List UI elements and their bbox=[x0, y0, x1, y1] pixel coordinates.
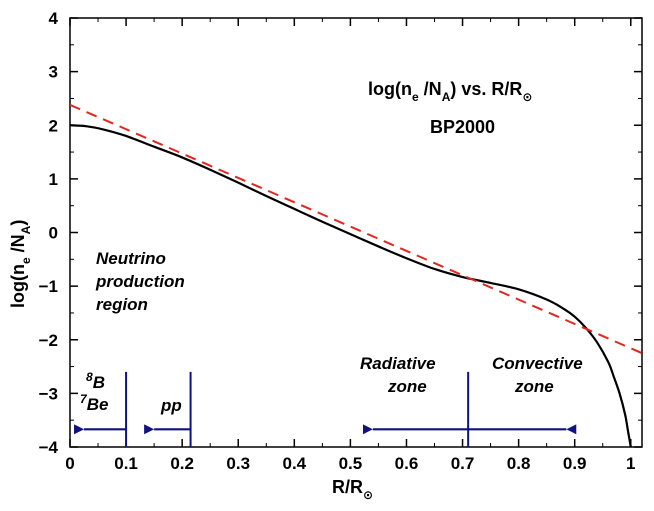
series-group bbox=[70, 103, 642, 447]
x-axis-ticks: 0 0.1 0.2 0.3 0.4 0.5 0.6 0.7 0.8 0.9 1 bbox=[65, 18, 636, 473]
x-tick-label: 0.8 bbox=[507, 454, 531, 473]
radiative-label-line2: zone bbox=[387, 377, 427, 396]
convective-label-line1: Convective bbox=[492, 354, 583, 373]
density-curve bbox=[70, 124, 632, 447]
y-axis-ticks: −4 −3 −2 −1 0 1 2 3 4 bbox=[39, 9, 642, 457]
y-tick-label: −4 bbox=[39, 438, 59, 457]
convective-label-line2: zone bbox=[514, 377, 554, 396]
x-tick-label: 0.3 bbox=[226, 454, 250, 473]
y-tick-label: 4 bbox=[49, 9, 59, 28]
boundary-group bbox=[74, 371, 577, 447]
neutrino-label-line3: region bbox=[96, 295, 148, 314]
neutrino-label-line2: production bbox=[95, 272, 185, 291]
chart-subtitle: BP2000 bbox=[430, 117, 495, 137]
y-tick-label: 2 bbox=[49, 116, 58, 135]
neutrino-label-line1: Neutrino bbox=[96, 249, 166, 268]
b8-label: 8B bbox=[86, 370, 105, 392]
x-tick-label: 0.2 bbox=[170, 454, 194, 473]
y-tick-label: 1 bbox=[49, 170, 58, 189]
y-tick-label: −2 bbox=[39, 331, 58, 350]
x-tick-label: 0.9 bbox=[563, 454, 587, 473]
y-tick-label: −1 bbox=[39, 277, 58, 296]
chart-title: log(ne /NA) vs. R/R⊙ bbox=[368, 79, 532, 104]
radiative-label-line1: Radiative bbox=[360, 354, 436, 373]
plot-frame bbox=[69, 17, 643, 448]
y-tick-label: −3 bbox=[39, 384, 58, 403]
x-tick-label: 0.4 bbox=[282, 454, 306, 473]
be7-label: 7Be bbox=[80, 392, 108, 414]
x-tick-label: 1 bbox=[626, 454, 635, 473]
y-tick-label: 3 bbox=[49, 63, 58, 82]
x-tick-label: 0.5 bbox=[339, 454, 363, 473]
fit-line bbox=[70, 103, 642, 355]
pp-label: pp bbox=[160, 396, 182, 415]
x-tick-label: 0 bbox=[65, 454, 74, 473]
x-tick-label: 0.6 bbox=[395, 454, 419, 473]
x-tick-label: 0.7 bbox=[451, 454, 475, 473]
y-axis-title: log(ne /NA) bbox=[8, 220, 33, 308]
y-tick-label: 0 bbox=[49, 224, 58, 243]
x-tick-label: 0.1 bbox=[114, 454, 138, 473]
x-axis-title: R/R⊙ bbox=[332, 477, 373, 502]
